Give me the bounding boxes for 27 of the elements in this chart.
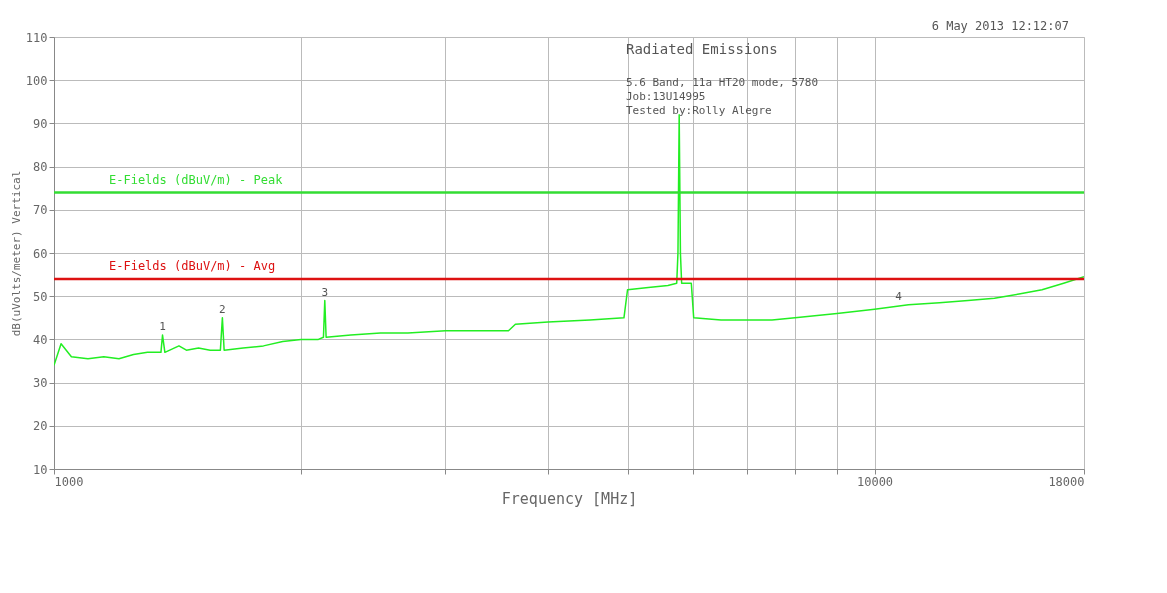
y-tick-label: 40 <box>33 332 48 347</box>
y-tick-label: 10 <box>33 462 48 477</box>
y-tick-label: 110 <box>25 30 48 45</box>
annotation: 5.6 Band, 11a HT20 mode, 5780 <box>626 76 819 89</box>
y-tick-label: 90 <box>33 116 48 131</box>
x-tick-label: 18000 <box>1048 474 1085 489</box>
annotation: 4 <box>895 289 903 303</box>
y-tick-label: 100 <box>25 73 48 88</box>
y-tick-label: 30 <box>33 376 48 391</box>
y-tick-label: 60 <box>33 246 48 261</box>
y-tick-label: 70 <box>33 203 48 218</box>
ref-line-label: E-Fields (dBuV/m) - Peak <box>109 172 284 187</box>
ref-line-label: E-Fields (dBuV/m) - Avg <box>109 258 276 273</box>
annotation: 2 <box>219 302 226 316</box>
x-tick-label: 10000 <box>856 474 894 489</box>
y-tick-label: 50 <box>33 289 48 304</box>
annotation: 3 <box>321 285 329 299</box>
x-tick-label: 1000 <box>54 474 84 489</box>
y-axis-title: dB(uVolts/meter) Vertical <box>9 170 23 337</box>
annotation: Tested by:Rolly Alegre <box>626 104 772 117</box>
y-tick-label: 80 <box>33 160 48 175</box>
text: 6 May 2013 12:12:07 <box>931 19 1069 33</box>
annotation: Radiated Emissions <box>626 41 778 57</box>
x-axis-title: Frequency [MHz] <box>501 489 638 508</box>
y-tick-label: 20 <box>33 419 48 434</box>
annotation: 1 <box>159 320 166 334</box>
annotation: Job:13U14995 <box>626 90 706 103</box>
